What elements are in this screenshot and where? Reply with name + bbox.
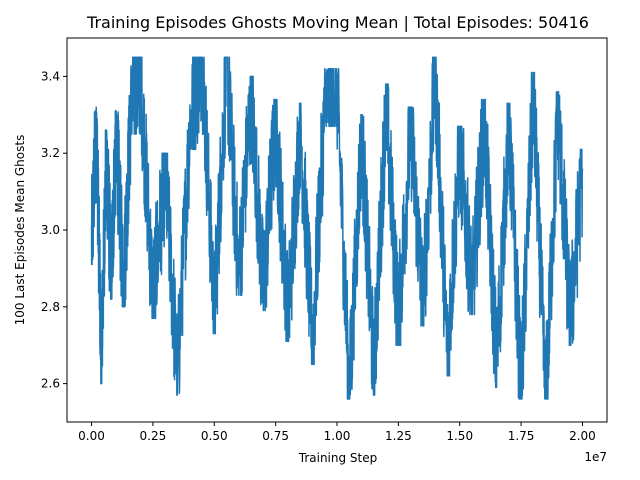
y-tick-label: 3.2	[41, 146, 60, 160]
x-tick-label: 1.50	[446, 429, 473, 443]
x-axis-offset-label: 1e7	[584, 450, 607, 464]
x-axis-label: Training Step	[298, 451, 378, 465]
y-axis-ticks: 2.6 2.8 3.0 3.2 3.4	[41, 69, 67, 391]
y-tick-label: 2.8	[41, 300, 60, 314]
y-axis-label: 100 Last Episodes Mean Ghosts	[13, 135, 27, 326]
x-tick-label: 2.00	[569, 429, 596, 443]
chart-title: Training Episodes Ghosts Moving Mean | T…	[86, 13, 589, 32]
x-tick-label: 1.00	[324, 429, 351, 443]
x-tick-label: 1.25	[385, 429, 412, 443]
x-axis-ticks: 0.00 0.25 0.50 0.75 1.00 1.25 1.50 1.75 2.00	[78, 422, 596, 443]
y-tick-label: 3.0	[41, 223, 60, 237]
x-tick-label: 0.25	[140, 429, 167, 443]
x-tick-label: 0.75	[262, 429, 289, 443]
x-tick-label: 0.50	[201, 429, 228, 443]
y-tick-label: 2.6	[41, 377, 60, 391]
plot-area	[90, 56, 584, 400]
y-tick-label: 3.4	[41, 69, 60, 83]
x-tick-label: 1.75	[508, 429, 535, 443]
series-line	[90, 56, 584, 400]
x-tick-label: 0.00	[78, 429, 105, 443]
